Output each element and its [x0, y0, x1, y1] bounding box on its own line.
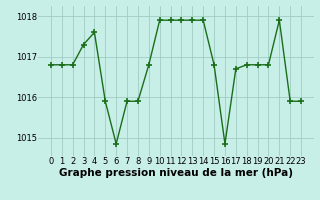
X-axis label: Graphe pression niveau de la mer (hPa): Graphe pression niveau de la mer (hPa)	[59, 168, 293, 178]
